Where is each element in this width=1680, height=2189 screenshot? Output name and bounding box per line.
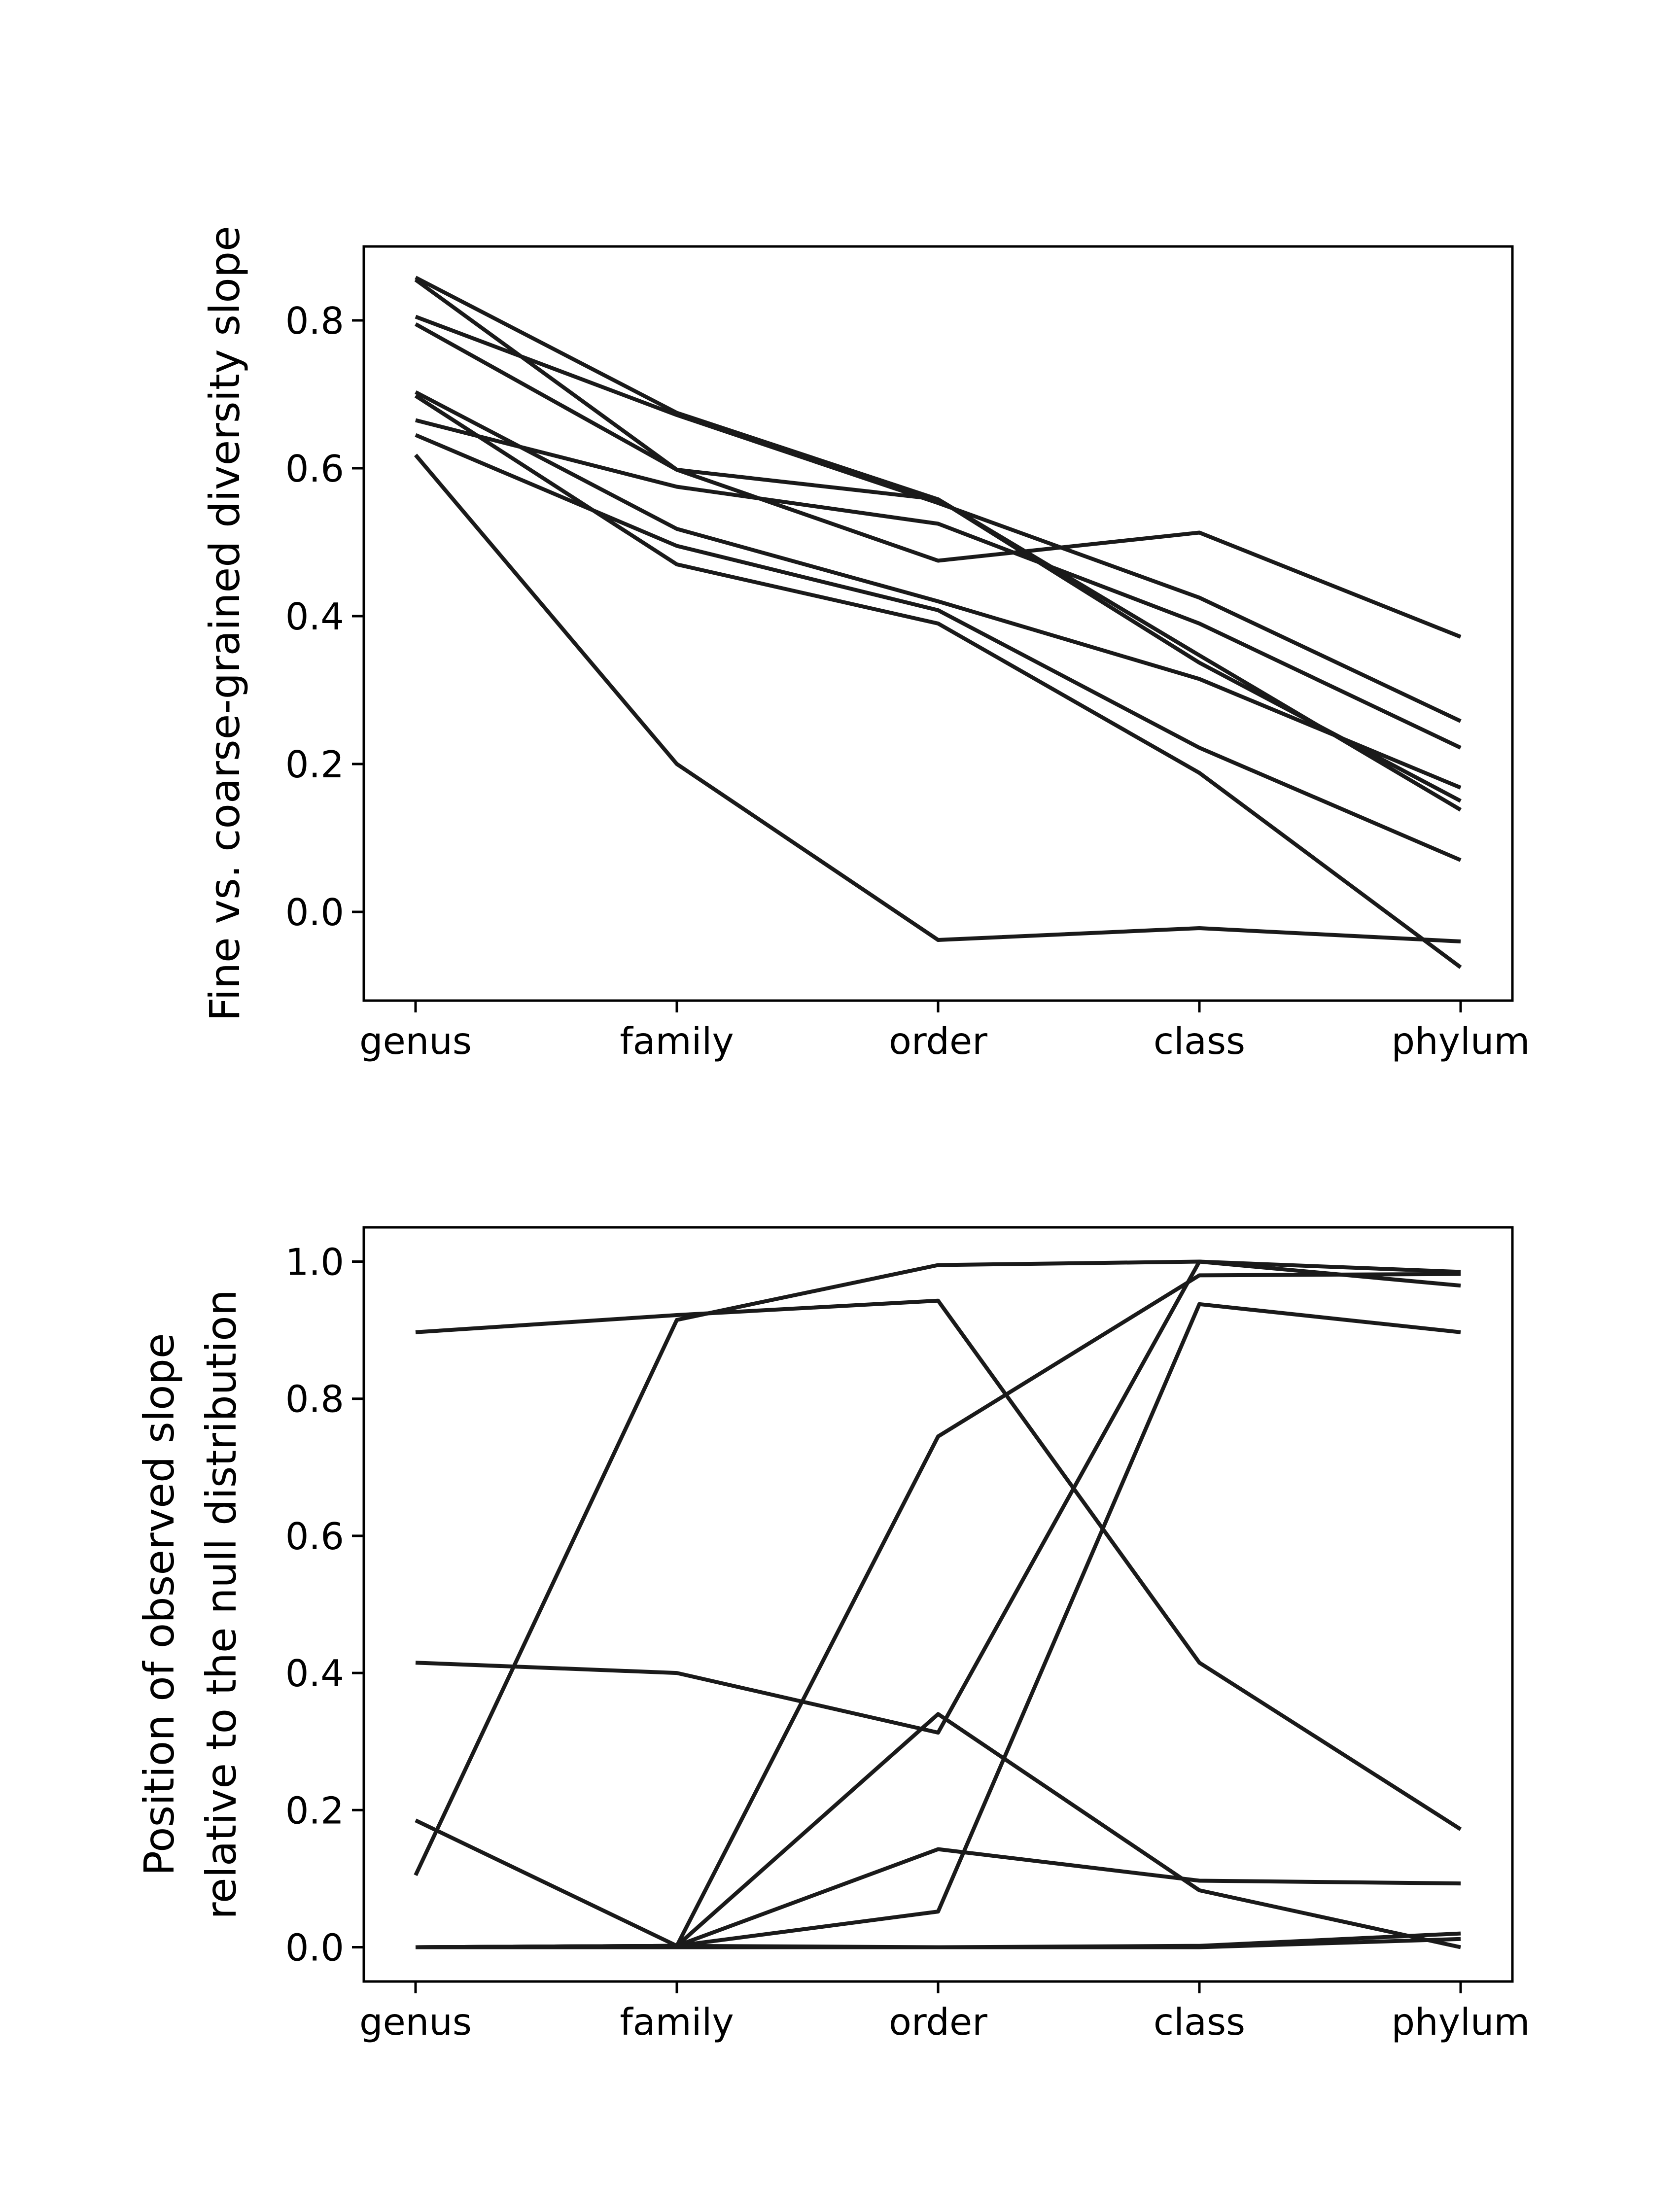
bottom-x-tick-label: phylum: [1392, 2000, 1530, 2044]
bottom-chart-panel: genus family order class phylum 0.0 0.2 0.4 0.6 0…: [135, 1226, 1530, 2044]
top-x-tick-label: order: [889, 1019, 987, 1063]
bottom-series-line-9: [416, 1937, 1461, 1949]
top-series-line-8: [415, 433, 1462, 862]
top-x-tick-label: class: [1154, 1019, 1245, 1063]
bottom-y-tick-label: 0.8: [285, 1378, 344, 1421]
bottom-x-tick-label: order: [889, 2000, 987, 2044]
bottom-x-tick-label: genus: [359, 2000, 472, 2044]
bottom-y-tick-label: 1.0: [285, 1241, 344, 1284]
bottom-series-line-1: [415, 1298, 1462, 1831]
top-series-line-9: [414, 453, 1461, 943]
top-y-tick-label: 0.0: [285, 891, 344, 934]
top-y-tick-label: 0.6: [285, 447, 344, 490]
top-y-tick-label: 0.4: [285, 595, 344, 638]
bottom-y-tick-label: 0.2: [285, 1789, 344, 1832]
top-chart-lines: [414, 276, 1462, 969]
top-x-tick-label: family: [620, 1019, 734, 1063]
top-series-line-4: [415, 322, 1462, 639]
top-chart-axes: genus family order class phylum 0.0 0.2 0.4 0.6 0…: [201, 226, 1530, 1063]
top-x-tick-label: genus: [359, 1019, 472, 1063]
bottom-x-tick-label: class: [1154, 2000, 1245, 2044]
top-series-line-2: [414, 278, 1462, 812]
top-series-line-7: [415, 418, 1462, 750]
top-series-line-3: [415, 314, 1462, 723]
top-y-tick-label: 0.8: [285, 299, 344, 343]
top-chart-panel: genus family order class phylum 0.0 0.2 0.4 0.6 0…: [201, 226, 1530, 1063]
bottom-y-axis-label: Position of observed slope: [135, 1333, 183, 1876]
bottom-series-line-7: [415, 1847, 1461, 1949]
bottom-y-axis-label: relative to the null distribution: [197, 1289, 245, 1919]
top-y-axis-label: Fine vs. coarse-grained diversity slope: [201, 226, 249, 1021]
bottom-series-line-4: [415, 1272, 1461, 1948]
bottom-chart-lines: [414, 1259, 1462, 1949]
top-y-tick-label: 0.2: [285, 743, 344, 786]
top-series-line-6: [414, 394, 1462, 969]
top-chart-frame: [362, 245, 1514, 1002]
top-x-tick-label: phylum: [1392, 1019, 1530, 1063]
bottom-series-line-3: [415, 1259, 1461, 1735]
top-series-line-5: [415, 390, 1462, 790]
bottom-y-tick-label: 0.0: [285, 1926, 344, 1969]
bottom-series-line-2: [414, 1259, 1461, 1876]
bottom-chart-axes: genus family order class phylum 0.0 0.2 0.4 0.6 0…: [135, 1241, 1530, 2044]
bottom-chart-frame: [362, 1226, 1514, 1983]
bottom-x-tick-label: family: [620, 2000, 734, 2044]
bottom-y-tick-label: 0.6: [285, 1515, 344, 1558]
bottom-y-tick-label: 0.4: [285, 1652, 344, 1695]
